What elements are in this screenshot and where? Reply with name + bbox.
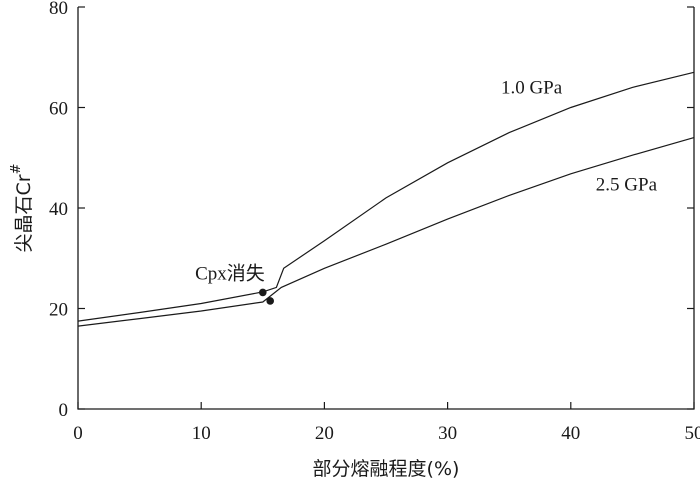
y-axis-title: 尖晶石Cr# <box>9 164 35 253</box>
x-axis-title: 部分熔融程度(%) <box>313 458 460 480</box>
series-label: 1.0 GPa <box>501 77 563 98</box>
axes <box>77 7 695 410</box>
annotations: Cpx消失 <box>195 262 274 305</box>
y-tick-label: 60 <box>49 99 68 120</box>
series-line <box>77 71 695 322</box>
annotation-label: Cpx消失 <box>195 262 265 284</box>
plot-frame <box>77 7 695 410</box>
x-tick-label: 0 <box>73 423 83 444</box>
x-axis-ticks: 0 10 20 30 40 50 <box>73 402 700 444</box>
cpx-marker-point <box>266 297 274 305</box>
x-tick-label: 30 <box>438 423 457 444</box>
series-label: 2.5 GPa <box>596 174 658 195</box>
y-tick-label: 40 <box>49 199 68 220</box>
y-axis-title-group: 尖晶石Cr# <box>9 164 35 253</box>
series-lines: 1.0 GPa 2.5 GPa <box>77 71 695 327</box>
y-axis-title-superscript: # <box>9 164 24 175</box>
x-tick-label: 40 <box>561 423 580 444</box>
y-tick-label: 20 <box>49 300 68 321</box>
x-tick-label: 50 <box>685 423 700 444</box>
y-axis-title-text: 尖晶石Cr <box>13 174 35 252</box>
y-tick-label: 0 <box>59 400 69 421</box>
x-tick-label: 10 <box>192 423 211 444</box>
cpx-marker-point <box>259 288 267 297</box>
x-tick-label: 20 <box>315 423 334 444</box>
y-tick-label: 80 <box>49 0 68 19</box>
y-axis-ticks: 0 20 40 60 80 <box>49 0 694 421</box>
series-line <box>77 137 695 327</box>
